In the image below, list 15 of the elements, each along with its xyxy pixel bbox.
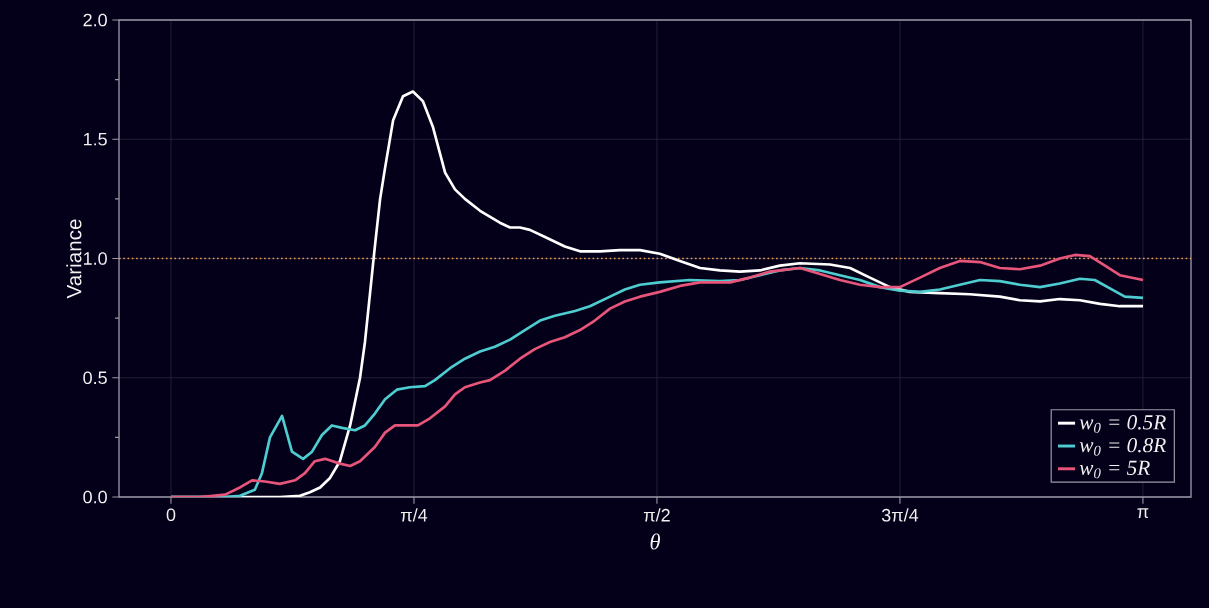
y-tick-label: 1.5: [83, 132, 107, 146]
y-tick-label: 1.0: [83, 252, 107, 265]
x-tick-label: π/4: [400, 508, 428, 522]
y-axis-title: Variance: [66, 219, 82, 299]
y-tick-label: 0.5: [83, 371, 107, 385]
x-tick-label: 0: [166, 508, 176, 522]
x-tick-label: π: [1137, 508, 1149, 519]
legend-label: w$_{0}$ = 0.5R: [1079, 415, 1166, 433]
x-tick-label: π/2: [643, 508, 670, 522]
y-tick-label: 2.0: [83, 13, 107, 27]
y-tick-label: 0.0: [83, 490, 107, 504]
x-tick-label: 3π/4: [881, 508, 919, 522]
x-axis-title: θ: [650, 533, 661, 550]
legend-label: w$_{0}$ = 5R: [1079, 460, 1150, 479]
legend-label: w$_{0}$ = 0.8R: [1079, 437, 1166, 456]
